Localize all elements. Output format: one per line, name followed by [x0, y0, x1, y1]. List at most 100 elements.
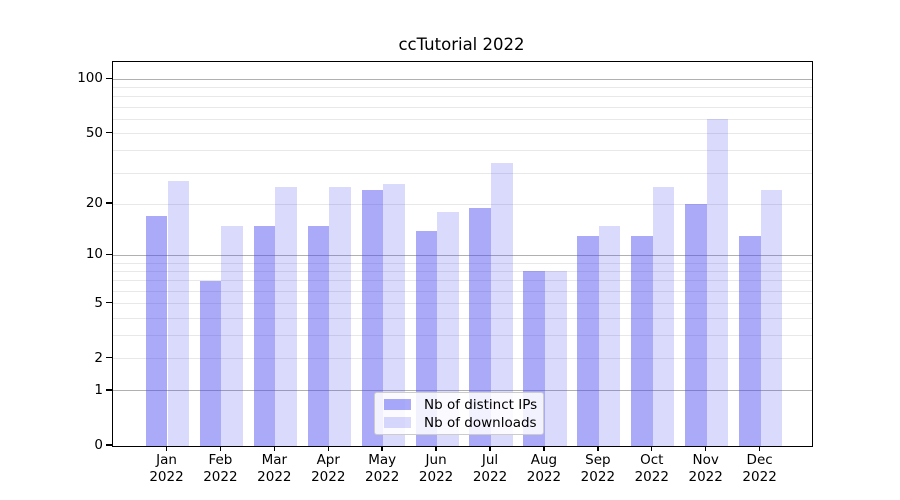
- legend-swatch-distinct-ips: [384, 399, 411, 410]
- gridline-major: [113, 254, 812, 256]
- bar-distinct-ips: [739, 236, 761, 446]
- gridline-minor: [113, 133, 812, 134]
- gridline-minor: [113, 203, 812, 205]
- x-tick-year: 2022: [580, 468, 616, 485]
- bar-distinct-ips: [631, 236, 653, 446]
- legend-label-downloads: Nb of downloads: [424, 414, 537, 431]
- bar-downloads: [275, 187, 297, 446]
- bar-distinct-ips: [361, 190, 384, 446]
- chart-title: ccTutorial 2022: [398, 35, 525, 54]
- bar-distinct-ips: [577, 236, 599, 446]
- x-tick-year: 2022: [634, 468, 669, 485]
- y-axis-tick-label: 50: [85, 124, 103, 141]
- x-tick-year: 2022: [257, 468, 292, 485]
- bar-downloads: [544, 271, 567, 446]
- gridline-minor: [113, 118, 812, 120]
- x-tick-month: Apr: [316, 452, 340, 468]
- gridline-minor: [113, 270, 812, 272]
- x-tick-mark: [705, 446, 707, 451]
- x-tick-month: May: [368, 452, 397, 468]
- x-tick-mark: [381, 446, 383, 451]
- y-tick-mark: [106, 202, 112, 204]
- legend-entry-downloads: Nb of downloads: [384, 414, 537, 431]
- x-tick-mark: [327, 446, 329, 451]
- gridline-minor: [113, 96, 812, 98]
- y-axis-tick-label: 10: [85, 246, 103, 263]
- y-axis-tick-label: 0: [94, 437, 103, 453]
- x-tick-mark: [435, 446, 437, 451]
- legend-label-distinct-ips: Nb of distinct IPs: [424, 396, 538, 413]
- y-tick-mark: [106, 77, 112, 79]
- bar-distinct-ips: [253, 225, 276, 446]
- y-axis-tick-label: 2: [94, 349, 103, 366]
- y-tick-mark: [106, 301, 112, 304]
- x-tick-month: Feb: [208, 452, 233, 468]
- x-tick-mark: [651, 446, 653, 451]
- bar-downloads: [652, 187, 675, 446]
- y-axis-tick-label: 100: [77, 70, 103, 87]
- legend-entry-distinct-ips: Nb of distinct IPs: [384, 396, 538, 413]
- bar-distinct-ips: [307, 225, 330, 446]
- gridline-minor: [113, 150, 812, 152]
- plot-area: [112, 61, 813, 447]
- gridline-minor: [113, 335, 812, 337]
- x-axis-tick-label: May 2022: [342, 452, 422, 485]
- bar-distinct-ips: [685, 204, 707, 446]
- gridline-minor: [113, 280, 812, 282]
- gridline-minor: [113, 172, 812, 174]
- gridline-minor: [113, 262, 812, 264]
- x-tick-mark: [273, 446, 276, 451]
- bar-downloads: [167, 181, 190, 446]
- bar-downloads: [383, 184, 405, 446]
- x-tick-month: Dec: [746, 452, 773, 468]
- gridline-major: [113, 78, 812, 80]
- x-axis-tick-label: Mar 2022: [234, 452, 314, 485]
- bar-downloads: [706, 119, 729, 446]
- y-axis-tick-label: 5: [94, 294, 103, 311]
- x-tick-month: Nov: [692, 452, 719, 468]
- bar-downloads: [221, 225, 243, 446]
- x-tick-month: Aug: [530, 452, 558, 468]
- x-tick-year: 2022: [418, 468, 454, 485]
- gridline-minor: [113, 358, 812, 360]
- x-axis-tick-label: Jul 2022: [450, 452, 530, 485]
- x-tick-month: Mar: [261, 452, 288, 468]
- bar-downloads: [598, 225, 621, 446]
- gridline-minor: [113, 86, 812, 88]
- x-tick-month: Jan: [156, 452, 177, 468]
- y-axis-tick-label: 20: [85, 195, 103, 212]
- x-axis-tick-label: Aug 2022: [504, 452, 584, 485]
- y-tick-mark: [106, 253, 112, 256]
- x-tick-year: 2022: [742, 468, 777, 485]
- x-tick-mark: [489, 446, 491, 451]
- gridline-minor: [113, 106, 812, 108]
- x-tick-year: 2022: [311, 468, 346, 485]
- x-tick-month: Sep: [585, 452, 611, 468]
- y-axis-tick-label: 1: [94, 381, 103, 398]
- x-tick-year: 2022: [203, 468, 238, 485]
- bar-distinct-ips: [145, 216, 168, 446]
- legend-swatch-downloads: [384, 417, 411, 428]
- bar-downloads: [329, 187, 351, 446]
- x-tick-mark: [758, 446, 761, 451]
- x-axis-tick-label: Jan 2022: [127, 452, 207, 485]
- x-tick-year: 2022: [472, 468, 508, 485]
- bar-downloads: [437, 212, 459, 446]
- gridline-minor: [113, 290, 812, 292]
- gridline-minor: [113, 303, 812, 305]
- x-tick-mark: [219, 446, 222, 451]
- y-tick-mark: [106, 356, 112, 359]
- x-tick-month: Jul: [481, 452, 499, 468]
- x-tick-year: 2022: [688, 468, 723, 485]
- x-tick-year: 2022: [364, 468, 400, 485]
- x-axis-tick-label: Apr 2022: [288, 452, 368, 485]
- y-tick-mark: [106, 389, 112, 391]
- x-tick-mark: [165, 446, 168, 451]
- gridline-major: [113, 390, 812, 392]
- bar-downloads: [491, 163, 513, 446]
- y-tick-mark: [106, 131, 112, 134]
- bar-downloads: [760, 190, 783, 446]
- x-axis-tick-label: Nov 2022: [666, 452, 746, 485]
- x-tick-year: 2022: [526, 468, 562, 485]
